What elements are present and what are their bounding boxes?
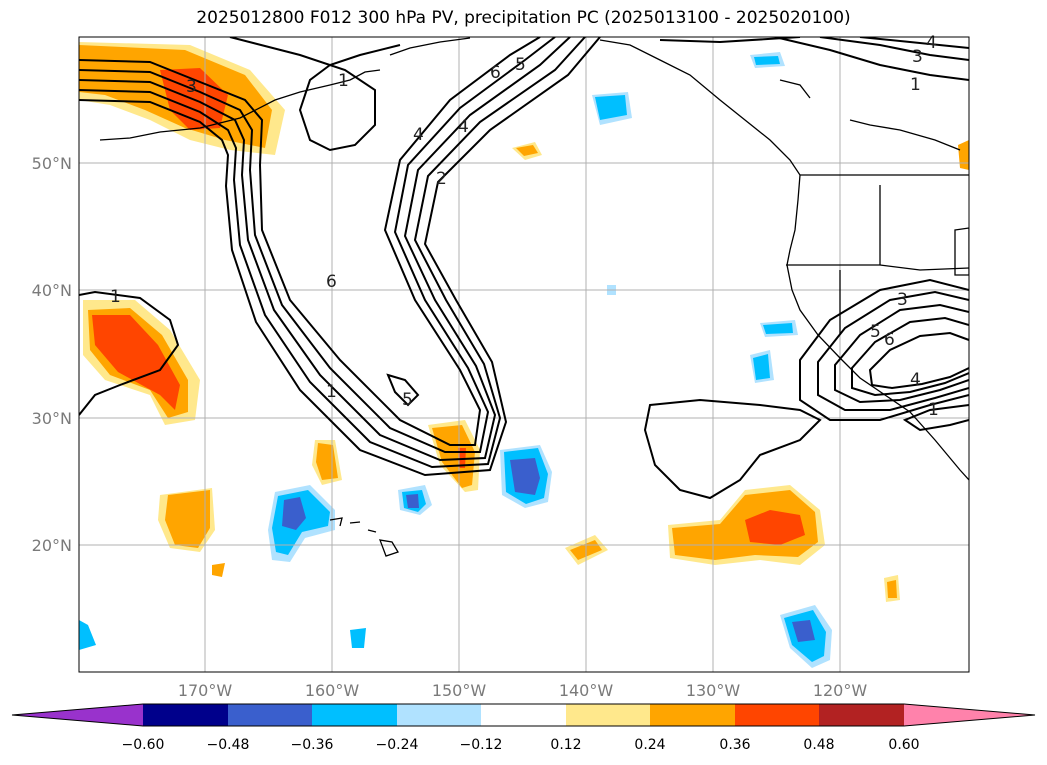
colorbar-segment (228, 704, 312, 726)
colorbar-segment (819, 704, 904, 726)
colorbar-label: −0.24 (376, 737, 419, 753)
contour-label: 1 (928, 400, 939, 420)
pv-contours (79, 37, 969, 500)
colorbar-segment (566, 704, 650, 726)
contour-label: 3 (897, 290, 908, 310)
precip-negative-fills (79, 52, 832, 668)
lon-label: 170°W (178, 681, 233, 700)
colorbar-segment (312, 704, 397, 726)
latitude-labels: 50°N 40°N 30°N 20°N (32, 154, 72, 555)
lon-label: 120°W (813, 681, 868, 700)
map-area (79, 37, 969, 672)
contour-label: 5 (870, 322, 881, 342)
colorbar-segment (650, 704, 735, 726)
contour-label: 1 (326, 382, 337, 402)
lon-label: 130°W (686, 681, 741, 700)
colorbar-segment (397, 704, 481, 726)
map-frame (78, 36, 970, 673)
map-title: 2025012800 F012 300 hPa PV, precipitatio… (196, 8, 851, 28)
colorbar-label: −0.60 (122, 737, 165, 753)
colorbar-label: 0.48 (803, 737, 834, 753)
colorbar-segment (481, 704, 566, 726)
lat-label: 40°N (32, 281, 72, 300)
gridlines (79, 37, 969, 672)
colorbar-label: 0.36 (719, 737, 750, 753)
colorbar (11, 703, 1036, 727)
colorbar-label: 0.60 (888, 737, 919, 753)
lat-label: 30°N (32, 409, 72, 428)
contour-label: 2 (436, 169, 447, 189)
contour-label: 1 (338, 71, 349, 91)
longitude-labels: 170°W 160°W 150°W 140°W 130°W 120°W (178, 681, 868, 700)
contour-label: 6 (490, 63, 501, 83)
colorbar-label: 0.12 (550, 737, 581, 753)
contour-label: 3 (186, 77, 197, 97)
contour-label: 3 (912, 47, 923, 67)
contour-label: 1 (910, 75, 921, 95)
contour-label: 4 (413, 125, 424, 145)
colorbar-label: 0.24 (634, 737, 665, 753)
lat-label: 50°N (32, 154, 72, 173)
colorbar-label: −0.12 (460, 737, 503, 753)
colorbar-segment (904, 704, 1035, 726)
contour-label: 1 (110, 287, 121, 307)
precip-positive-fills (79, 42, 969, 602)
colorbar-labels: −0.60 −0.48 −0.36 −0.24 −0.12 0.12 0.24 … (122, 737, 920, 753)
colorbar-segment (143, 704, 228, 726)
lat-label: 20°N (32, 536, 72, 555)
colorbar-label: −0.36 (291, 737, 334, 753)
colorbar-segment (12, 704, 143, 726)
lon-label: 150°W (432, 681, 487, 700)
contour-label: 4 (910, 370, 921, 390)
contour-label: 5 (402, 390, 413, 410)
contour-label: 4 (926, 33, 937, 53)
colorbar-label: −0.48 (207, 737, 250, 753)
contour-label: 4 (458, 117, 469, 137)
contour-labels: 3 1 4 6 5 4 2 1 3 4 1 6 1 5 3 5 6 4 1 (110, 33, 939, 420)
contour-label: 6 (326, 272, 337, 292)
contour-label: 5 (515, 55, 526, 75)
colorbar-segment (735, 704, 819, 726)
colorbar-outline (11, 703, 1036, 727)
lon-label: 160°W (305, 681, 360, 700)
lon-label: 140°W (559, 681, 614, 700)
contour-label: 6 (884, 330, 895, 350)
